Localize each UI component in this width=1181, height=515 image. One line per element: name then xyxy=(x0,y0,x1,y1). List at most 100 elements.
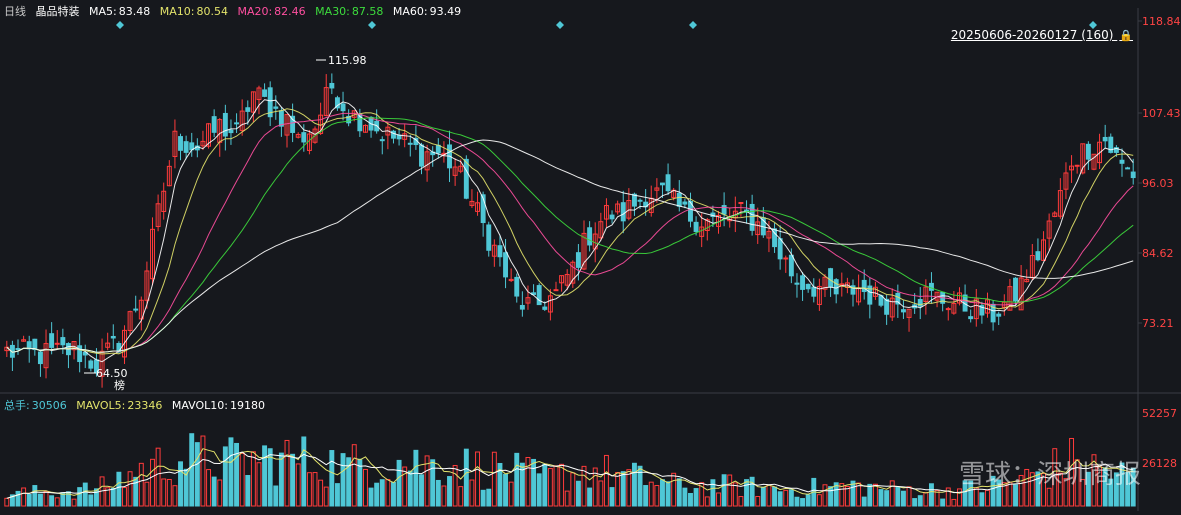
candle-body xyxy=(861,279,867,293)
volume-bar xyxy=(833,482,839,507)
candle-body xyxy=(564,273,570,286)
candle-body xyxy=(867,285,873,305)
candle-body xyxy=(290,115,296,133)
ma10-value: 80.54 xyxy=(196,5,228,18)
volume-bar xyxy=(979,492,985,507)
volume-bar xyxy=(284,439,290,507)
ma5-value: 83.48 xyxy=(118,5,151,18)
volume-bar xyxy=(82,482,88,507)
volume-bar xyxy=(1108,478,1114,507)
candle-body xyxy=(486,224,492,251)
candle-body xyxy=(480,194,486,224)
candle-body xyxy=(37,351,43,365)
volume-bar xyxy=(396,459,402,507)
total-value: 30506 xyxy=(31,399,67,412)
candle-body xyxy=(973,298,979,320)
volume-bar xyxy=(912,498,918,507)
candle-body xyxy=(626,199,632,219)
candle-body xyxy=(228,129,234,134)
candle-body xyxy=(262,89,268,97)
volume-bar xyxy=(228,437,234,507)
volume-bar xyxy=(844,486,850,507)
volume-bar xyxy=(357,458,363,507)
candle-body xyxy=(1080,143,1086,174)
candle-body xyxy=(928,282,934,291)
candle-body xyxy=(519,304,525,310)
volume-bar xyxy=(559,463,565,507)
candle-body xyxy=(1119,159,1125,164)
lock-icon[interactable]: 🔒 xyxy=(1119,29,1133,42)
ma10-label: MA10: xyxy=(159,5,195,18)
volume-bar xyxy=(906,486,912,507)
candle-body xyxy=(615,203,621,213)
period-label[interactable]: 日线 xyxy=(4,5,26,18)
volume-bar xyxy=(542,463,548,507)
volume-bar xyxy=(491,451,497,507)
candle-body xyxy=(968,316,974,320)
mavol10-line xyxy=(6,451,1134,499)
candle-body xyxy=(547,295,553,313)
volume-bar xyxy=(166,478,172,507)
candle-body xyxy=(575,252,581,268)
volume-bar xyxy=(1024,468,1030,507)
volume-bar xyxy=(1125,472,1131,507)
ma5-line xyxy=(6,99,1134,363)
candle-body xyxy=(839,283,845,286)
volume-bar xyxy=(1001,482,1007,507)
volume-bar xyxy=(133,476,139,507)
candle-body xyxy=(1063,172,1069,190)
candle-body xyxy=(60,337,66,346)
volume-bar xyxy=(301,436,307,507)
candle-body xyxy=(110,335,116,339)
candle-body xyxy=(889,297,895,318)
volume-bar xyxy=(329,450,335,507)
ma5-label: MA5: xyxy=(89,5,117,18)
volume-bar xyxy=(37,493,43,507)
mavol10-label: MAVOL10: xyxy=(171,399,228,412)
volume-bar xyxy=(772,486,778,507)
volume-bar xyxy=(704,496,710,507)
volume-bar xyxy=(94,488,99,507)
date-range[interactable]: 20250606-20260127 (160) 🔒 xyxy=(951,28,1133,42)
volume-bar xyxy=(469,479,475,507)
candle-body xyxy=(161,190,167,212)
ma60-value: 93.49 xyxy=(429,5,462,18)
volume-bar xyxy=(26,494,32,507)
ma10-line xyxy=(6,108,1134,355)
volume-bar xyxy=(503,473,509,507)
volume-bar xyxy=(222,446,228,507)
event-diamond-icon xyxy=(1089,21,1097,29)
candle-body xyxy=(1097,141,1103,164)
volume-bar xyxy=(816,494,822,507)
candle-body xyxy=(609,214,615,220)
candle-body xyxy=(1074,164,1080,167)
candle-body xyxy=(256,87,262,101)
volume-bar xyxy=(346,457,352,507)
candle-body xyxy=(172,130,178,157)
candle-body xyxy=(1125,167,1131,170)
candle-body xyxy=(206,123,212,147)
volume-bar xyxy=(945,487,951,507)
candle-body xyxy=(183,141,189,153)
volume-bar xyxy=(262,445,268,507)
volume-bar xyxy=(480,489,486,507)
volume-bar xyxy=(122,487,127,507)
volume-bar xyxy=(749,476,755,507)
candle-body xyxy=(1091,153,1097,170)
volume-bar xyxy=(105,487,111,507)
volume-bar xyxy=(1035,471,1041,507)
volume-bar xyxy=(839,483,845,507)
candle-body xyxy=(996,313,1002,317)
candle-body xyxy=(688,200,693,222)
volume-bar xyxy=(463,448,469,507)
volume-bar xyxy=(822,484,828,507)
volume-bar xyxy=(77,487,83,507)
volume-bar xyxy=(138,462,144,507)
candle-body xyxy=(475,202,480,212)
volume-bar xyxy=(278,452,284,507)
volume-bar xyxy=(71,498,77,507)
volume-bar xyxy=(766,484,772,507)
candle-body xyxy=(816,285,822,305)
volume-bar xyxy=(435,479,441,507)
candle-body xyxy=(525,297,531,304)
